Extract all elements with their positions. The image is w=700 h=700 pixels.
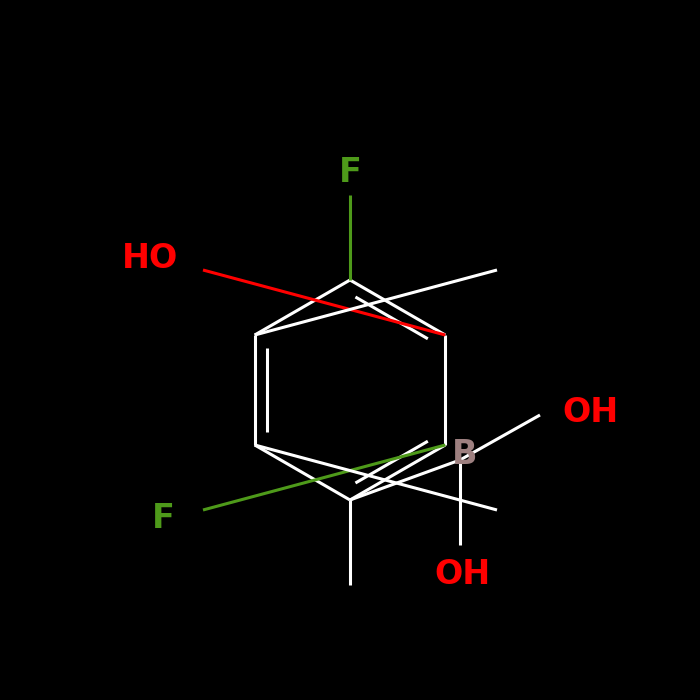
- Text: F: F: [339, 157, 361, 190]
- Text: HO: HO: [122, 241, 178, 274]
- Text: OH: OH: [562, 395, 618, 428]
- Text: F: F: [152, 501, 175, 535]
- Text: B: B: [452, 438, 477, 472]
- Text: OH: OH: [434, 558, 490, 591]
